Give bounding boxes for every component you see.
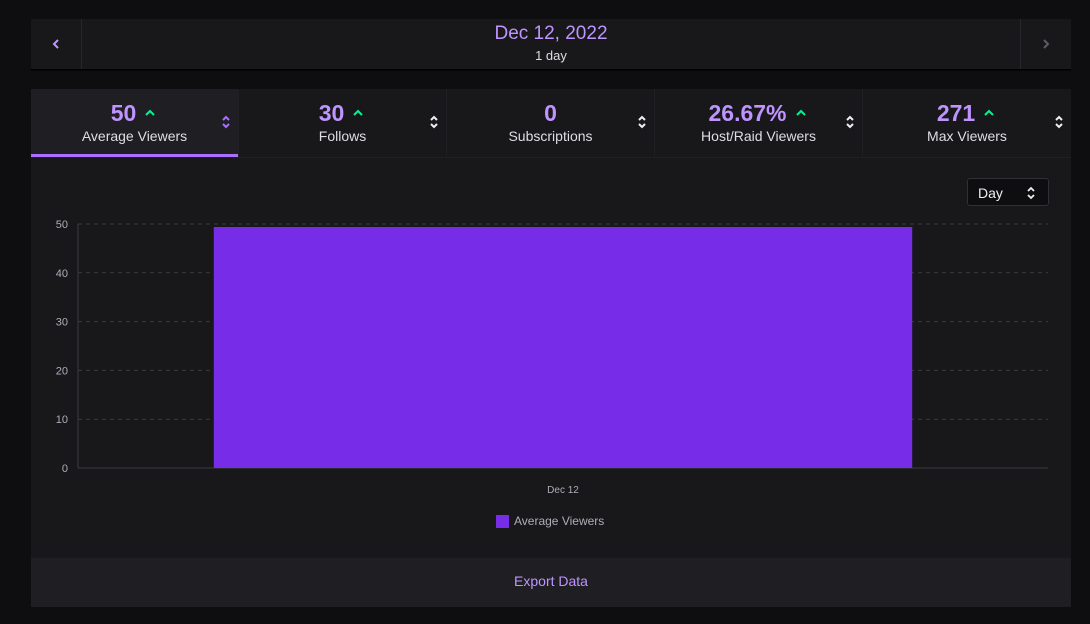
previous-date-button[interactable] bbox=[31, 19, 82, 69]
trend-up-icon bbox=[353, 109, 364, 116]
stat-label: Max Viewers bbox=[927, 128, 1007, 144]
stat-tab-max-viewers[interactable]: 271 Max Viewers bbox=[863, 89, 1071, 157]
sort-icon[interactable] bbox=[220, 113, 232, 131]
date-range-label: 1 day bbox=[535, 48, 567, 63]
stat-value: 30 bbox=[318, 100, 345, 126]
date-display: Dec 12, 2022 1 day bbox=[81, 19, 1021, 69]
legend-label: Average Viewers bbox=[514, 514, 605, 528]
stat-tab-host-raid-viewers[interactable]: 26.67% Host/Raid Viewers bbox=[655, 89, 863, 157]
stat-label: Average Viewers bbox=[81, 128, 188, 144]
trend-up-icon bbox=[984, 109, 994, 116]
chart-bar bbox=[213, 227, 913, 468]
trend-up-icon bbox=[145, 109, 156, 116]
y-tick-label: 40 bbox=[56, 268, 68, 280]
average-viewers-chart: 0 10 20 30 40 50 Dec 12 bbox=[56, 219, 1048, 496]
x-tick-label: Dec 12 bbox=[547, 485, 579, 496]
y-tick-label: 30 bbox=[56, 317, 68, 329]
stat-value: 26.67% bbox=[708, 100, 787, 126]
date-navigator: Dec 12, 2022 1 day bbox=[31, 19, 1071, 70]
panel-footer: Export Data bbox=[31, 558, 1071, 607]
sort-icon[interactable] bbox=[1053, 113, 1065, 131]
y-tick-label: 50 bbox=[56, 219, 68, 231]
stat-tab-average-viewers[interactable]: 50 Average Viewers bbox=[31, 89, 239, 157]
range-select[interactable]: Day bbox=[967, 178, 1049, 206]
stat-tab-subscriptions[interactable]: 0 Subscriptions bbox=[447, 89, 655, 157]
export-data-link[interactable]: Export Data bbox=[514, 573, 588, 589]
y-tick-label: 20 bbox=[56, 365, 68, 377]
legend-swatch bbox=[496, 514, 509, 528]
trend-up-icon bbox=[795, 109, 806, 116]
sort-icon[interactable] bbox=[636, 113, 648, 131]
stat-value: 271 bbox=[936, 100, 976, 126]
chart-legend[interactable]: Average Viewers bbox=[496, 514, 604, 528]
stat-label: Host/Raid Viewers bbox=[701, 128, 816, 144]
sort-icon[interactable] bbox=[844, 113, 856, 131]
chevron-right-icon bbox=[1043, 39, 1050, 49]
stats-panel: 50 Average Viewers 30 Follows 0 Subscrip… bbox=[31, 89, 1071, 607]
stat-label: Follows bbox=[318, 128, 367, 144]
y-tick-label: 0 bbox=[62, 463, 68, 475]
stat-value: 0 bbox=[544, 100, 557, 126]
sort-icon[interactable] bbox=[428, 113, 440, 131]
chevron-left-icon bbox=[52, 39, 59, 49]
date-title: Dec 12, 2022 bbox=[494, 23, 608, 44]
stat-tab-follows[interactable]: 30 Follows bbox=[239, 89, 447, 157]
range-select-value: Day bbox=[978, 185, 1003, 201]
stat-value: 50 bbox=[110, 100, 137, 126]
stat-tabs: 50 Average Viewers 30 Follows 0 Subscrip… bbox=[31, 89, 1071, 158]
stat-label: Subscriptions bbox=[508, 128, 593, 144]
select-arrows-icon bbox=[1027, 186, 1035, 200]
y-tick-label: 10 bbox=[56, 414, 68, 426]
next-date-button[interactable] bbox=[1020, 19, 1071, 69]
